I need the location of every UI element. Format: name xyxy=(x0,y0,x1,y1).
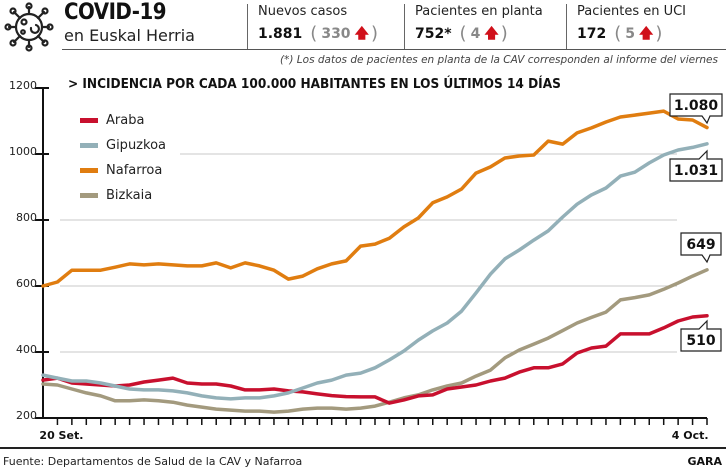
stat-delta: (4 🡅) xyxy=(459,23,508,44)
callout-araba: 510 xyxy=(680,319,722,352)
legend-label: Gipuzkoa xyxy=(106,138,166,153)
end-callouts: 510 1.031 1.080 649 xyxy=(669,93,723,352)
callout-gipuzkoa: 1.031 xyxy=(669,149,723,182)
legend-item-gipuzkoa: Gipuzkoa xyxy=(80,133,166,158)
arrow-up-icon: 🡅 xyxy=(354,26,369,42)
page-subtitle: en Euskal Herria xyxy=(64,26,195,45)
series-line-bizkaia xyxy=(41,268,709,414)
gridlines xyxy=(60,152,677,353)
title-block: COVID-19 en Euskal Herria xyxy=(64,0,195,46)
source-note: Fuente: Departamentos de Salud de la CAV… xyxy=(3,455,303,468)
stat-delta: (330 🡅) xyxy=(310,23,378,44)
legend-label: Nafarroa xyxy=(106,163,163,178)
callout-label: 649 xyxy=(686,237,715,253)
footnote: (*) Los datos de pacientes en planta de … xyxy=(280,54,718,66)
stat-value: 752* (4 🡅) xyxy=(415,23,543,45)
axes: 200 400 600 800 1000 1200 20 Set. 4 Oct. xyxy=(9,79,709,442)
delta-value: 4 xyxy=(470,26,481,42)
legend-item-bizkaia: Bizkaia xyxy=(80,183,166,208)
y-tick-label: 400 xyxy=(16,343,37,356)
legend-item-araba: Araba xyxy=(80,108,166,133)
stat-value: 1.881 (330 🡅) xyxy=(258,23,378,45)
legend-item-nafarroa: Nafarroa xyxy=(80,158,166,183)
page-title: COVID-19 xyxy=(64,0,167,25)
arrow-up-icon: 🡅 xyxy=(484,26,499,42)
x-tick-label: 20 Set. xyxy=(39,429,83,442)
y-tick-label: 800 xyxy=(16,211,37,224)
series-line-nafarroa xyxy=(41,109,709,288)
brand-logo: GARA xyxy=(687,455,722,468)
stat-label: Nuevos casos xyxy=(258,4,348,19)
callout-box xyxy=(669,93,723,125)
stat-icu-patients: Pacientes en UCI 172 (5 🡅) xyxy=(566,4,686,49)
y-tick-label: 600 xyxy=(16,277,37,290)
stat-value: 172 (5 🡅) xyxy=(577,23,686,45)
callout-label: 510 xyxy=(686,333,715,349)
callout-label: 1.031 xyxy=(674,163,718,179)
stat-number: 752* xyxy=(415,26,452,42)
legend: Araba Gipuzkoa Nafarroa Bizkaia xyxy=(80,108,166,208)
legend-swatch xyxy=(80,168,98,173)
y-tick-label: 200 xyxy=(16,409,37,422)
footer-divider xyxy=(0,447,726,449)
delta-value: 330 xyxy=(321,26,351,42)
y-tick-label: 1200 xyxy=(9,79,37,92)
callout-label: 1.080 xyxy=(674,98,719,114)
stat-number: 172 xyxy=(577,26,607,42)
delta-value: 5 xyxy=(625,26,636,42)
legend-label: Bizkaia xyxy=(106,188,153,203)
callout-box xyxy=(680,319,722,352)
header-divider xyxy=(62,49,726,50)
legend-swatch xyxy=(80,118,98,123)
stat-label: Pacientes en UCI xyxy=(577,4,687,19)
series-line-gipuzkoa xyxy=(41,142,709,401)
series-lines xyxy=(41,109,709,414)
stat-ward-patients: Pacientes en planta 752* (4 🡅) xyxy=(404,4,543,49)
header: COVID-19 en Euskal Herria Nuevos casos 1… xyxy=(0,0,726,52)
arrow-up-icon: 🡅 xyxy=(639,26,654,42)
stat-number: 1.881 xyxy=(258,26,303,42)
callout-box xyxy=(669,149,723,182)
chart-title: > INCIDENCIA POR CADA 100.000 HABITANTES… xyxy=(68,76,561,92)
stat-delta: (5 🡅) xyxy=(614,23,663,44)
x-tick-label: 4 Oct. xyxy=(672,429,709,442)
legend-mask xyxy=(60,152,180,156)
legend-swatch xyxy=(80,193,98,198)
legend-label: Araba xyxy=(106,113,145,128)
stat-new-cases: Nuevos casos 1.881 (330 🡅) xyxy=(247,4,378,49)
series-line-araba xyxy=(41,313,709,405)
stat-label: Pacientes en planta xyxy=(415,4,543,19)
callout-nafarroa: 1.080 xyxy=(669,93,723,125)
y-tick-label: 1000 xyxy=(9,145,37,158)
virus-icon xyxy=(4,2,54,52)
legend-swatch xyxy=(80,143,98,148)
callout-box xyxy=(680,232,722,264)
callout-bizkaia: 649 xyxy=(680,232,722,264)
